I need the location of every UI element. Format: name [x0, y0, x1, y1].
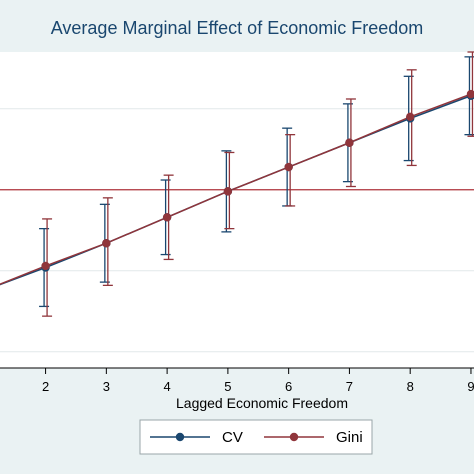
data-point-gini — [41, 261, 50, 271]
x-tick-label: 4 — [163, 379, 170, 394]
x-tick-label: 6 — [285, 379, 292, 394]
x-tick-label: 3 — [103, 379, 110, 394]
data-point-gini — [284, 162, 293, 172]
legend-label: Gini — [336, 429, 363, 446]
legend: CV Gini — [139, 419, 373, 455]
x-axis: 2 3 4 5 6 7 8 9 — [0, 367, 474, 394]
x-tick-label: 2 — [42, 379, 49, 394]
plot-area — [0, 52, 474, 368]
data-point-gini — [405, 112, 415, 122]
x-tick-label: 7 — [346, 379, 353, 394]
series-points — [41, 89, 474, 272]
data-point-gini — [102, 239, 111, 248]
chart-title: Average Marginal Effect of Economic Free… — [50, 18, 424, 38]
data-point-gini — [223, 187, 233, 196]
data-point-gini — [466, 89, 474, 99]
x-tick-label: 5 — [224, 379, 231, 394]
x-tick-label: 9 — [467, 379, 474, 394]
plot-background — [0, 52, 474, 368]
x-tick-label: 8 — [407, 379, 414, 394]
legend-swatch-point — [289, 432, 299, 442]
data-point-gini — [162, 213, 172, 222]
legend-swatch-point — [175, 432, 185, 442]
x-axis-label: Lagged Economic Freedom — [176, 395, 348, 411]
legend-label: CV — [222, 429, 243, 446]
data-point-gini — [345, 138, 354, 147]
